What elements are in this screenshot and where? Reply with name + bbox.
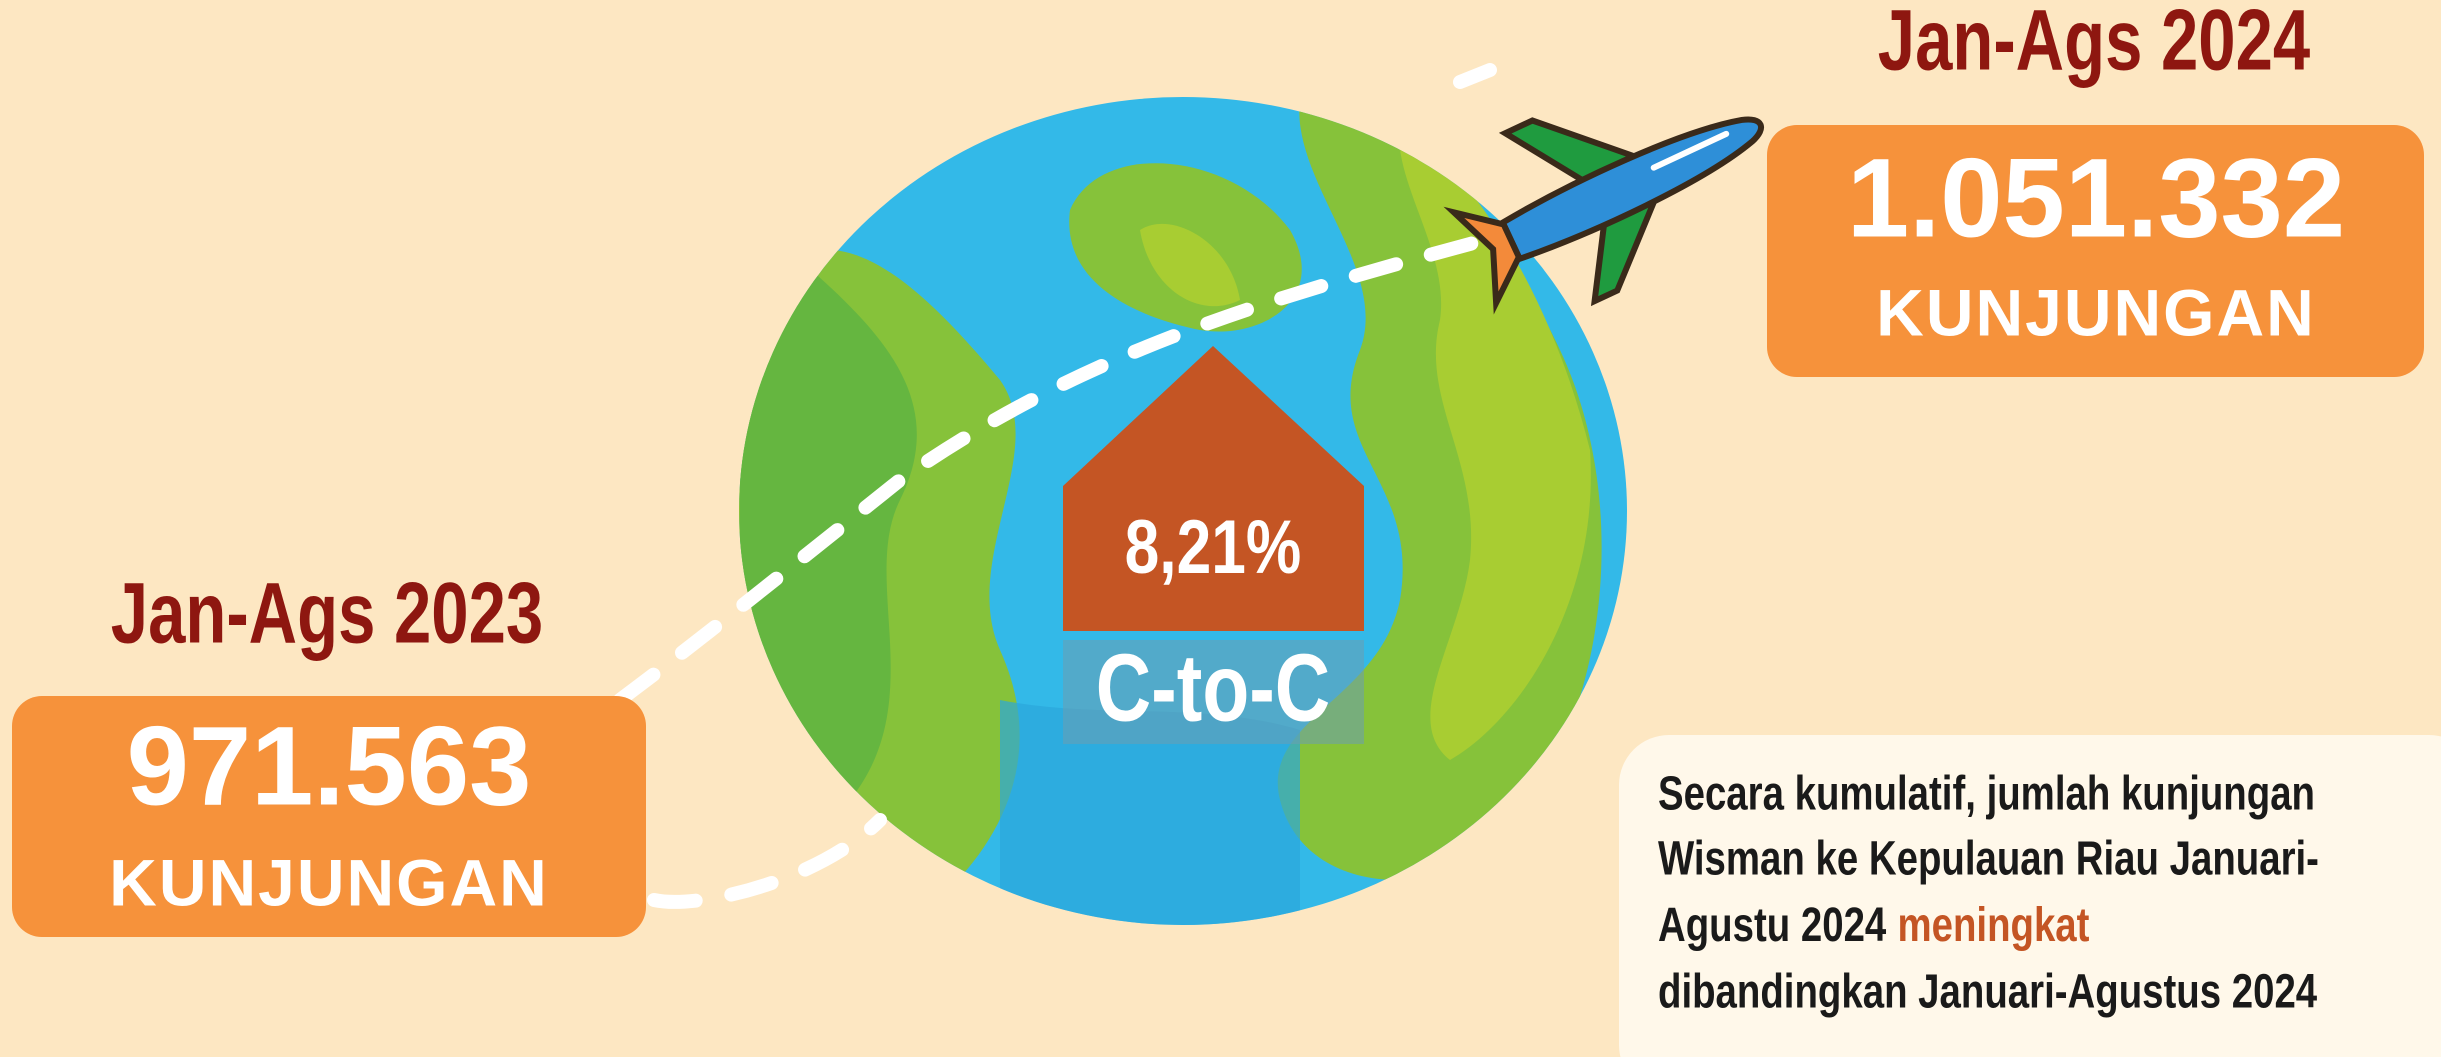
note-line: Secara kumulatif, jumlah kunjungan (1658, 768, 2315, 821)
label-band (1063, 640, 1364, 744)
flight-path (613, 218, 1547, 909)
unit-2023: KUNJUNGAN (109, 845, 549, 919)
period-2024: Jan-Ags 2024 (1878, 0, 2311, 89)
growth: 8,21% (1125, 504, 1302, 589)
period-2023: Jan-Ags 2023 (111, 566, 543, 662)
note-line: dibandingkan Januari-Agustus 2024 (1658, 966, 2317, 1019)
value-box (12, 696, 646, 937)
note-box (1619, 735, 2441, 1057)
comparison-label: C-to-C (1096, 634, 1331, 741)
value-box (1767, 125, 2424, 377)
value-2024: 1.051.332 (1847, 136, 2345, 261)
unit-2024: KUNJUNGAN (1876, 275, 2316, 349)
flight-path-end (1453, 63, 1497, 89)
note-line: Agustu 2024 meningkat (1658, 900, 2089, 953)
note-text: Agustu 2024 (1658, 900, 1886, 953)
note: Secara kumulatif, jumlah kunjungan Wisma… (1658, 768, 2319, 1019)
note-highlight: meningkat (1897, 900, 2089, 953)
airplane (1443, 116, 1765, 315)
house (1063, 346, 1364, 631)
note-line: Wisman ke Kepulauan Riau Januari- (1658, 833, 2319, 886)
value-2023: 971.563 (127, 704, 532, 829)
